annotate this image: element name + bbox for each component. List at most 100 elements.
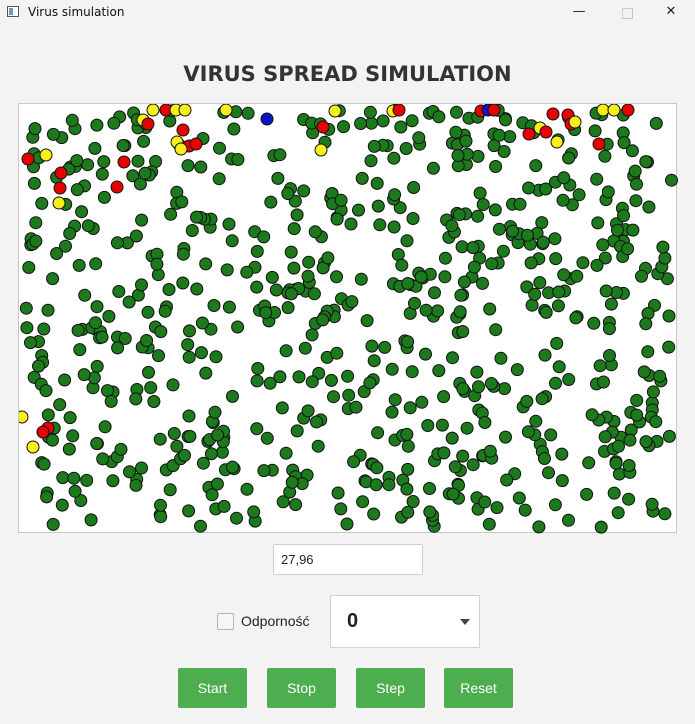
healthy-particle	[487, 139, 501, 153]
healthy-particle	[598, 149, 612, 163]
reset-button[interactable]: Reset	[444, 668, 513, 708]
healthy-particle	[401, 439, 415, 453]
healthy-particle	[382, 478, 396, 492]
step-button[interactable]: Step	[356, 668, 425, 708]
healthy-particle	[428, 286, 441, 300]
healthy-particle	[385, 362, 399, 376]
minimize-button[interactable]: —	[572, 4, 586, 19]
infected-particle	[621, 104, 635, 117]
title-bar: Virus simulation — ✕	[0, 0, 695, 26]
healthy-particle	[110, 236, 124, 250]
healthy-particle	[247, 505, 261, 519]
healthy-particle	[194, 346, 208, 360]
healthy-particle	[385, 405, 399, 419]
healthy-particle	[364, 154, 378, 168]
healthy-particle	[222, 300, 236, 314]
healthy-particle	[81, 158, 95, 172]
healthy-particle	[195, 316, 209, 330]
healthy-particle	[190, 282, 204, 296]
healthy-particle	[175, 195, 189, 209]
healthy-particle	[626, 223, 640, 237]
healthy-particle	[455, 240, 469, 254]
healthy-particle	[170, 439, 184, 453]
healthy-particle	[29, 216, 43, 230]
healthy-particle	[499, 113, 512, 127]
healthy-particle	[529, 414, 543, 428]
value-field[interactable]: 27,96	[273, 544, 423, 575]
exposed-particle	[26, 440, 40, 454]
healthy-particle	[70, 183, 84, 197]
healthy-particle	[371, 199, 385, 213]
healthy-particle	[557, 268, 571, 282]
healthy-particle	[658, 251, 672, 265]
healthy-particle	[485, 257, 499, 271]
healthy-particle	[273, 370, 287, 384]
healthy-particle	[330, 270, 343, 284]
healthy-particle	[230, 511, 243, 525]
healthy-particle	[289, 498, 303, 512]
healthy-particle	[406, 212, 420, 225]
healthy-particle	[273, 148, 287, 162]
healthy-particle	[639, 317, 653, 331]
healthy-particle	[284, 287, 298, 301]
exposed-particle	[174, 142, 188, 156]
healthy-particle	[73, 343, 87, 357]
healthy-particle	[212, 172, 226, 186]
healthy-particle	[535, 392, 549, 406]
healthy-particle	[407, 181, 421, 194]
count-dropdown[interactable]: 0	[330, 595, 480, 648]
healthy-particle	[478, 416, 492, 429]
healthy-particle	[290, 424, 304, 438]
healthy-particle	[539, 305, 553, 319]
healthy-particle	[590, 172, 604, 186]
healthy-particle	[437, 390, 451, 404]
healthy-particle	[68, 484, 82, 498]
healthy-particle	[432, 364, 446, 378]
healthy-particle	[466, 458, 480, 472]
healthy-particle	[345, 295, 359, 309]
healthy-particle	[330, 212, 344, 226]
healthy-particle	[199, 257, 213, 271]
start-button[interactable]: Start	[178, 668, 247, 708]
healthy-particle	[89, 257, 103, 271]
healthy-particle	[658, 507, 672, 521]
healthy-particle	[292, 370, 306, 384]
healthy-particle	[599, 284, 613, 298]
healthy-particle	[98, 420, 112, 434]
healthy-particle	[147, 395, 161, 408]
infected-particle	[522, 127, 536, 141]
stop-button[interactable]: Stop	[267, 668, 336, 708]
healthy-particle	[415, 395, 429, 409]
healthy-particle	[265, 270, 279, 284]
healthy-particle	[585, 408, 599, 422]
healthy-particle	[538, 452, 551, 465]
healthy-particle	[580, 487, 594, 501]
healthy-particle	[395, 258, 409, 272]
healthy-particle	[271, 171, 285, 185]
healthy-particle	[96, 452, 110, 466]
healthy-particle	[572, 188, 586, 202]
healthy-particle	[535, 216, 549, 230]
healthy-particle	[231, 320, 245, 334]
healthy-particle	[401, 462, 415, 476]
healthy-particle	[532, 520, 546, 534]
healthy-particle	[453, 305, 467, 319]
immunity-checkbox-label: Odporność	[241, 613, 310, 629]
healthy-particle	[310, 415, 323, 429]
healthy-particle	[250, 422, 264, 436]
healthy-particle	[111, 341, 125, 355]
healthy-particle	[144, 381, 158, 395]
healthy-particle	[549, 252, 563, 266]
infected-particle	[54, 166, 68, 180]
close-button[interactable]: ✕	[665, 4, 677, 19]
healthy-particle	[506, 224, 520, 238]
exposed-particle	[314, 143, 328, 157]
immunity-checkbox[interactable]	[217, 613, 234, 630]
healthy-particle	[305, 328, 319, 342]
healthy-particle	[649, 116, 663, 130]
healthy-particle	[401, 335, 415, 349]
maximize-button[interactable]	[604, 0, 650, 26]
healthy-particle	[194, 519, 207, 533]
app-window-icon	[7, 6, 19, 17]
healthy-particle	[408, 296, 421, 310]
